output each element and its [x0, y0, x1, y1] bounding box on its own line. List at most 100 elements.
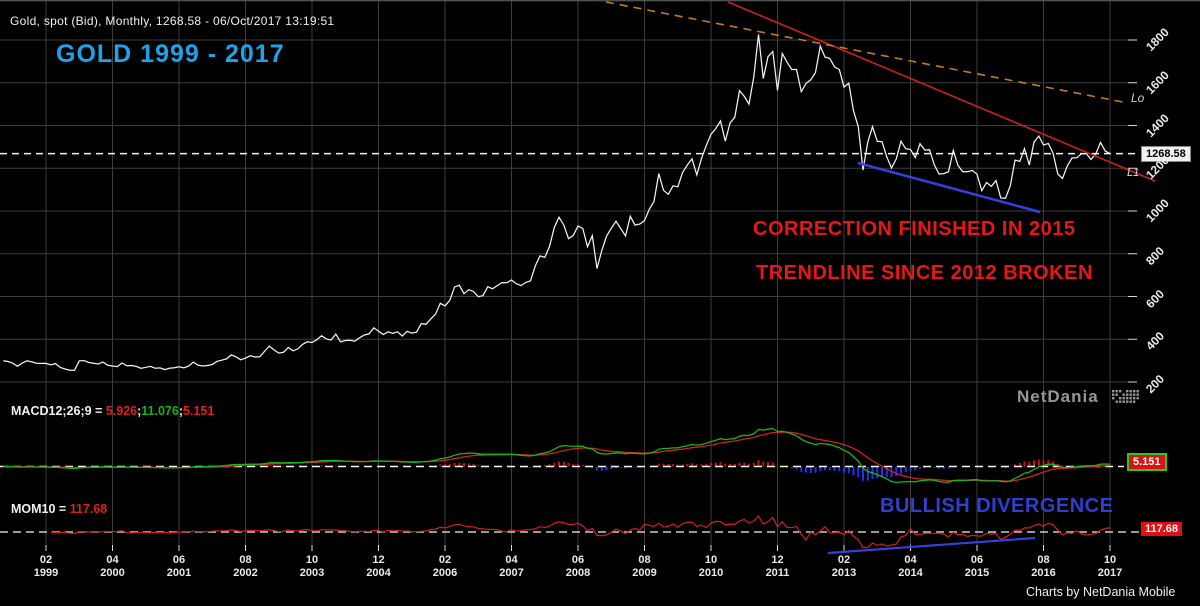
macd-histogram-bar: [444, 464, 446, 467]
macd-histogram-bar: [705, 463, 708, 467]
logo-pixel: [1126, 400, 1129, 403]
logo-pixel: [1129, 390, 1132, 393]
netdania-watermark: NetDania: [1017, 387, 1099, 406]
macd-histogram-bar: [999, 467, 1002, 468]
logo-pixel: [1115, 390, 1118, 393]
macd-histogram-bar: [814, 467, 817, 473]
macd-legend-name: MACD12;26;9 =: [11, 404, 106, 418]
macd-histogram-bar: [862, 467, 864, 481]
macd-histogram-bar: [477, 465, 480, 467]
macd-histogram-bar: [258, 465, 261, 467]
macd-histogram-bar: [657, 463, 660, 467]
logo-pixel: [1133, 390, 1136, 393]
macd-histogram-bar: [1047, 460, 1050, 467]
macd-value-label: 5.151: [1127, 453, 1167, 471]
macd-histogram-bar: [914, 467, 917, 471]
logo-pixel: [1112, 393, 1115, 396]
logo-pixel: [1112, 390, 1115, 393]
macd-histogram-bar: [890, 467, 893, 478]
macd-histogram-bar: [268, 465, 271, 467]
logo-pixel: [1126, 393, 1129, 396]
macd-value-1: 5.926: [105, 404, 138, 418]
macd-histogram-bar: [809, 467, 812, 474]
logo-pixel: [1126, 397, 1129, 400]
x-axis-label: 04 2000: [100, 554, 125, 579]
macd-histogram-bar: [1028, 461, 1031, 467]
logo-pixel: [1115, 400, 1118, 403]
macd-histogram-bar: [567, 462, 570, 467]
macd-histogram-bar: [828, 467, 831, 471]
macd-histogram-bar: [643, 467, 646, 468]
x-axis-label: 02 1999: [33, 554, 59, 579]
macd-legend: MACD12;26;9 = 5.926;11.076;5.151: [11, 404, 214, 418]
momentum-legend: MOM10 = 117.68: [11, 502, 107, 516]
macd-histogram-bar: [662, 463, 665, 467]
logo-pixel: [1129, 400, 1132, 403]
macd-histogram-bar: [667, 464, 670, 467]
logo-pixel: [1115, 393, 1118, 396]
macd-histogram-bar: [833, 467, 836, 471]
macd-histogram-bar: [852, 467, 855, 476]
x-axis-label: 10 2003: [299, 554, 325, 579]
macd-histogram-bar: [439, 464, 442, 467]
macd-histogram-bar: [306, 465, 309, 467]
correction-low-trendline: [857, 161, 1041, 214]
chart-title: Gold, spot (Bid), Monthly, 1268.58 - 06/…: [10, 14, 335, 28]
logo-pixel: [1119, 397, 1122, 400]
x-axis-label: 04 2014: [898, 554, 923, 579]
macd-histogram-bar: [672, 464, 674, 467]
macd-histogram-bar: [824, 467, 826, 471]
macd-histogram-bar: [529, 467, 532, 468]
logo-pixel: [1136, 397, 1139, 400]
logo-pixel: [1122, 400, 1125, 403]
macd-histogram-bar: [923, 467, 926, 469]
macd-histogram-bar: [524, 467, 527, 468]
macd-histogram-bar: [610, 467, 613, 470]
macd-histogram-bar: [771, 462, 774, 467]
macd-histogram-bar: [615, 467, 617, 469]
macd-histogram-bar: [738, 462, 741, 467]
macd-histogram-bar: [876, 467, 879, 479]
macd-histogram-bar: [885, 467, 888, 478]
momentum-legend-name: MOM10 =: [11, 502, 70, 516]
macd-histogram-bar: [743, 462, 746, 467]
macd-histogram-bar: [847, 467, 850, 474]
macd-histogram-bar: [619, 467, 622, 469]
x-axis-label: 02 2006: [432, 554, 458, 579]
macd-value-2: 11.076: [141, 404, 179, 418]
netdania-logo-icon: [1112, 390, 1139, 403]
x-axis-label: 10 2010: [698, 554, 724, 579]
macd-histogram-bar: [638, 467, 641, 468]
macd-histogram-bar: [909, 467, 912, 471]
macd-histogram-bar: [866, 467, 869, 481]
macd-histogram-bar: [691, 463, 693, 467]
macd-histogram-bar: [553, 462, 556, 467]
macd-histogram-bar: [634, 467, 636, 468]
chart-credit: Charts by NetDania Mobile: [1026, 585, 1176, 599]
x-axis-label: 12 2011: [765, 554, 790, 579]
macd-histogram-bar: [776, 465, 779, 467]
macd-value-3: 5.151: [183, 404, 215, 418]
macd-histogram-bar: [676, 464, 679, 467]
macd-histogram-bar: [334, 465, 337, 467]
macd-histogram-bar: [748, 463, 750, 467]
macd-histogram-bar: [838, 467, 841, 472]
annotation-trendline-broken: TRENDLINE SINCE 2012 BROKEN: [756, 262, 1093, 284]
macd-histogram-bar: [819, 467, 822, 471]
momentum-value-label: 117.68: [1141, 522, 1183, 536]
macd-histogram-bar: [600, 467, 603, 471]
trendline-end-label: L1: [1127, 167, 1140, 179]
macd-signal-line: [3, 431, 1111, 482]
macd-histogram-bar: [558, 461, 560, 467]
macd-histogram-bar: [919, 467, 921, 469]
logo-pixel: [1122, 393, 1125, 396]
logo-pixel: [1112, 397, 1115, 400]
macd-histogram-bar: [790, 467, 793, 469]
macd-histogram-bar: [719, 462, 722, 467]
macd-histogram-bar: [857, 467, 860, 478]
macd-histogram-bar: [938, 467, 940, 469]
macd-histogram-bar: [1033, 460, 1035, 467]
macd-histogram-bar: [1075, 465, 1078, 467]
